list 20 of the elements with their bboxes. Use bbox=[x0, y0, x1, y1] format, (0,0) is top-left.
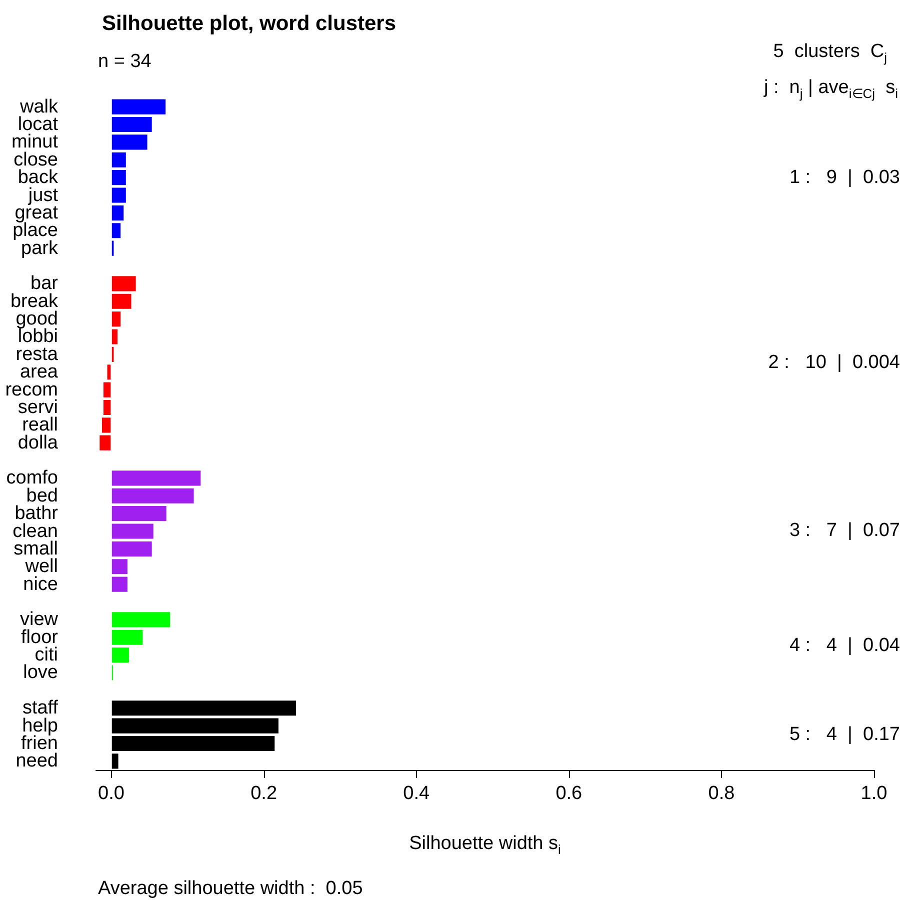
x-tick-label: 0.8 bbox=[708, 783, 735, 804]
text: Average silhouette width : 0.05 bbox=[98, 878, 363, 899]
annotation: 5 : 4 | 0.17 bbox=[789, 724, 900, 745]
annotation: 2 : 10 | 0.004 bbox=[768, 352, 900, 374]
x-tick-label: 0.2 bbox=[250, 783, 278, 804]
x-axis-title: Silhouette width s$_{i}$ bbox=[409, 833, 561, 857]
text: n = 34 bbox=[98, 51, 152, 72]
annotation: 1 : 9 | 0.03 bbox=[789, 166, 900, 188]
text: 5 clusters C$_{j}$ bbox=[773, 41, 887, 65]
y-tick-label: walk bbox=[18, 96, 58, 118]
x-tick-label: 0.4 bbox=[403, 783, 430, 804]
y-tick-label: need bbox=[16, 750, 58, 772]
x-tick-label: 0.6 bbox=[556, 783, 582, 804]
x-tick-label: 0.0 bbox=[98, 783, 124, 804]
annotation: j : n$_{j}$ | ave$_{i∈Cj}$ s$_{i}$ bbox=[764, 77, 898, 101]
annotation: 4 : 4 | 0.04 bbox=[789, 635, 900, 656]
x-tick-label: 1.0 bbox=[860, 783, 888, 804]
chart-title: Silhouette plot, word clusters bbox=[102, 12, 396, 35]
y-tick-label: park bbox=[21, 238, 58, 259]
annotation: 3 : 7 | 0.07 bbox=[789, 520, 900, 542]
